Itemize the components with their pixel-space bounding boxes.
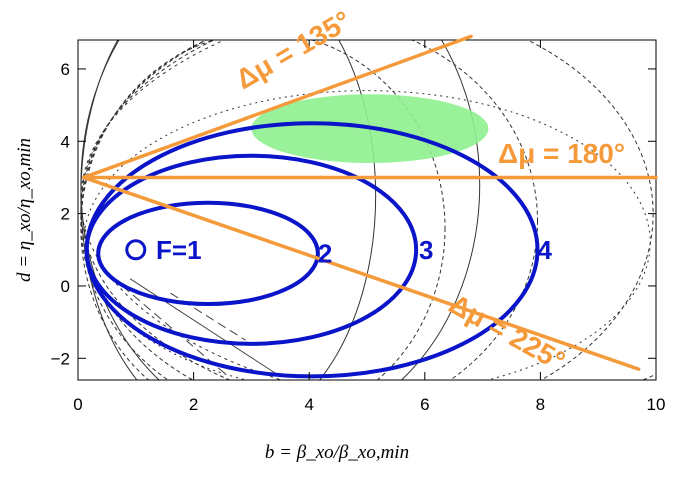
ellipse-group bbox=[84, 121, 540, 379]
phase-line-label: Δμ = 225° bbox=[444, 288, 570, 377]
contour-line bbox=[129, 278, 281, 377]
plot-frame bbox=[77, 39, 657, 381]
phase-line-label: Δμ = 180° bbox=[498, 138, 625, 169]
contour-lines bbox=[80, 40, 656, 380]
y-tick-label: 4 bbox=[61, 132, 70, 151]
contour-line bbox=[80, 40, 656, 380]
x-tick-label: 4 bbox=[304, 395, 313, 414]
y-tick-label: −2 bbox=[51, 349, 70, 368]
x-tick-label: 8 bbox=[536, 395, 545, 414]
ellipse-label-3: 3 bbox=[419, 235, 433, 265]
ellipse-label-1: F=1 bbox=[156, 235, 202, 265]
ellipse-label-2: 2 bbox=[318, 238, 332, 268]
x-tick-label: 0 bbox=[73, 395, 82, 414]
ellipse-label-4: 4 bbox=[538, 235, 553, 265]
y-tick-label: 6 bbox=[61, 60, 70, 79]
phase-line bbox=[82, 175, 641, 371]
y-tick-label: 2 bbox=[61, 205, 70, 224]
ellipse-f2 bbox=[96, 200, 320, 307]
ellipse-labels: F=1 2 3 4 bbox=[156, 235, 552, 269]
phase-advance-lines: Δμ = 135°Δμ = 180°Δμ = 225° bbox=[82, 5, 658, 377]
x-axis-label: b = β_xo/β_xo,min bbox=[265, 442, 409, 463]
contour-line bbox=[80, 40, 481, 380]
ellipse-f4 bbox=[84, 121, 540, 379]
y-tick-label: 0 bbox=[61, 277, 70, 296]
phase-line bbox=[82, 34, 473, 180]
contour-line bbox=[83, 90, 651, 380]
ellipse-f3 bbox=[84, 153, 419, 346]
y-axis-label: d = η_xo/η_xo,min bbox=[14, 138, 35, 282]
contour-line bbox=[80, 40, 654, 380]
axis-ticks: 0 2 4 6 8 10 −2 0 2 4 6 bbox=[51, 40, 666, 414]
ellipse-f1 bbox=[125, 239, 147, 261]
x-tick-label: 6 bbox=[420, 395, 429, 414]
contour-line bbox=[80, 40, 446, 380]
contour-line bbox=[80, 40, 538, 380]
x-tick-label: 10 bbox=[647, 395, 666, 414]
x-tick-label: 2 bbox=[189, 395, 198, 414]
